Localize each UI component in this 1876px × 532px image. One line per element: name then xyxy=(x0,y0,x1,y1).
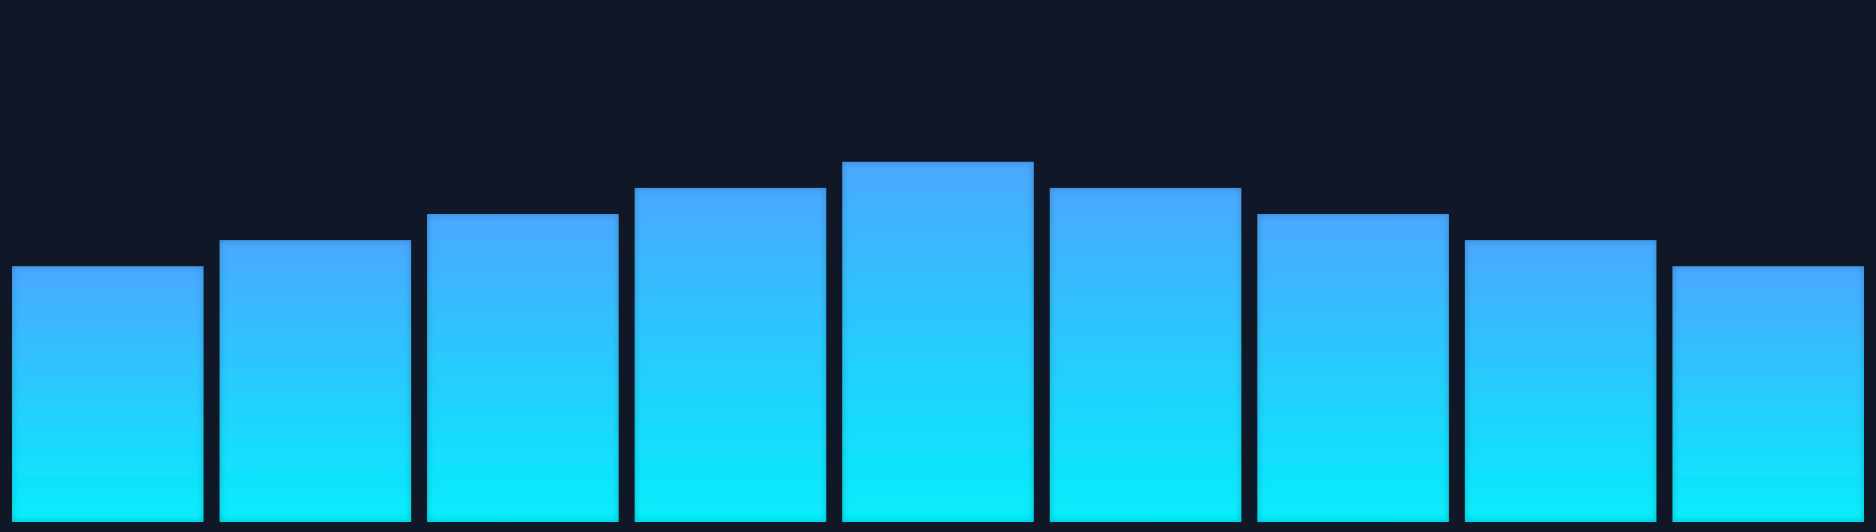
bar-5 xyxy=(842,161,1034,522)
bar-6 xyxy=(1049,187,1242,523)
bar-1 xyxy=(12,266,204,522)
bar-4 xyxy=(634,187,827,523)
bar-3 xyxy=(427,214,619,522)
bar-2 xyxy=(219,240,412,522)
bar-8 xyxy=(1464,240,1657,522)
bar-9 xyxy=(1672,266,1864,522)
bars-group xyxy=(12,161,1864,523)
bar-7 xyxy=(1257,214,1449,522)
